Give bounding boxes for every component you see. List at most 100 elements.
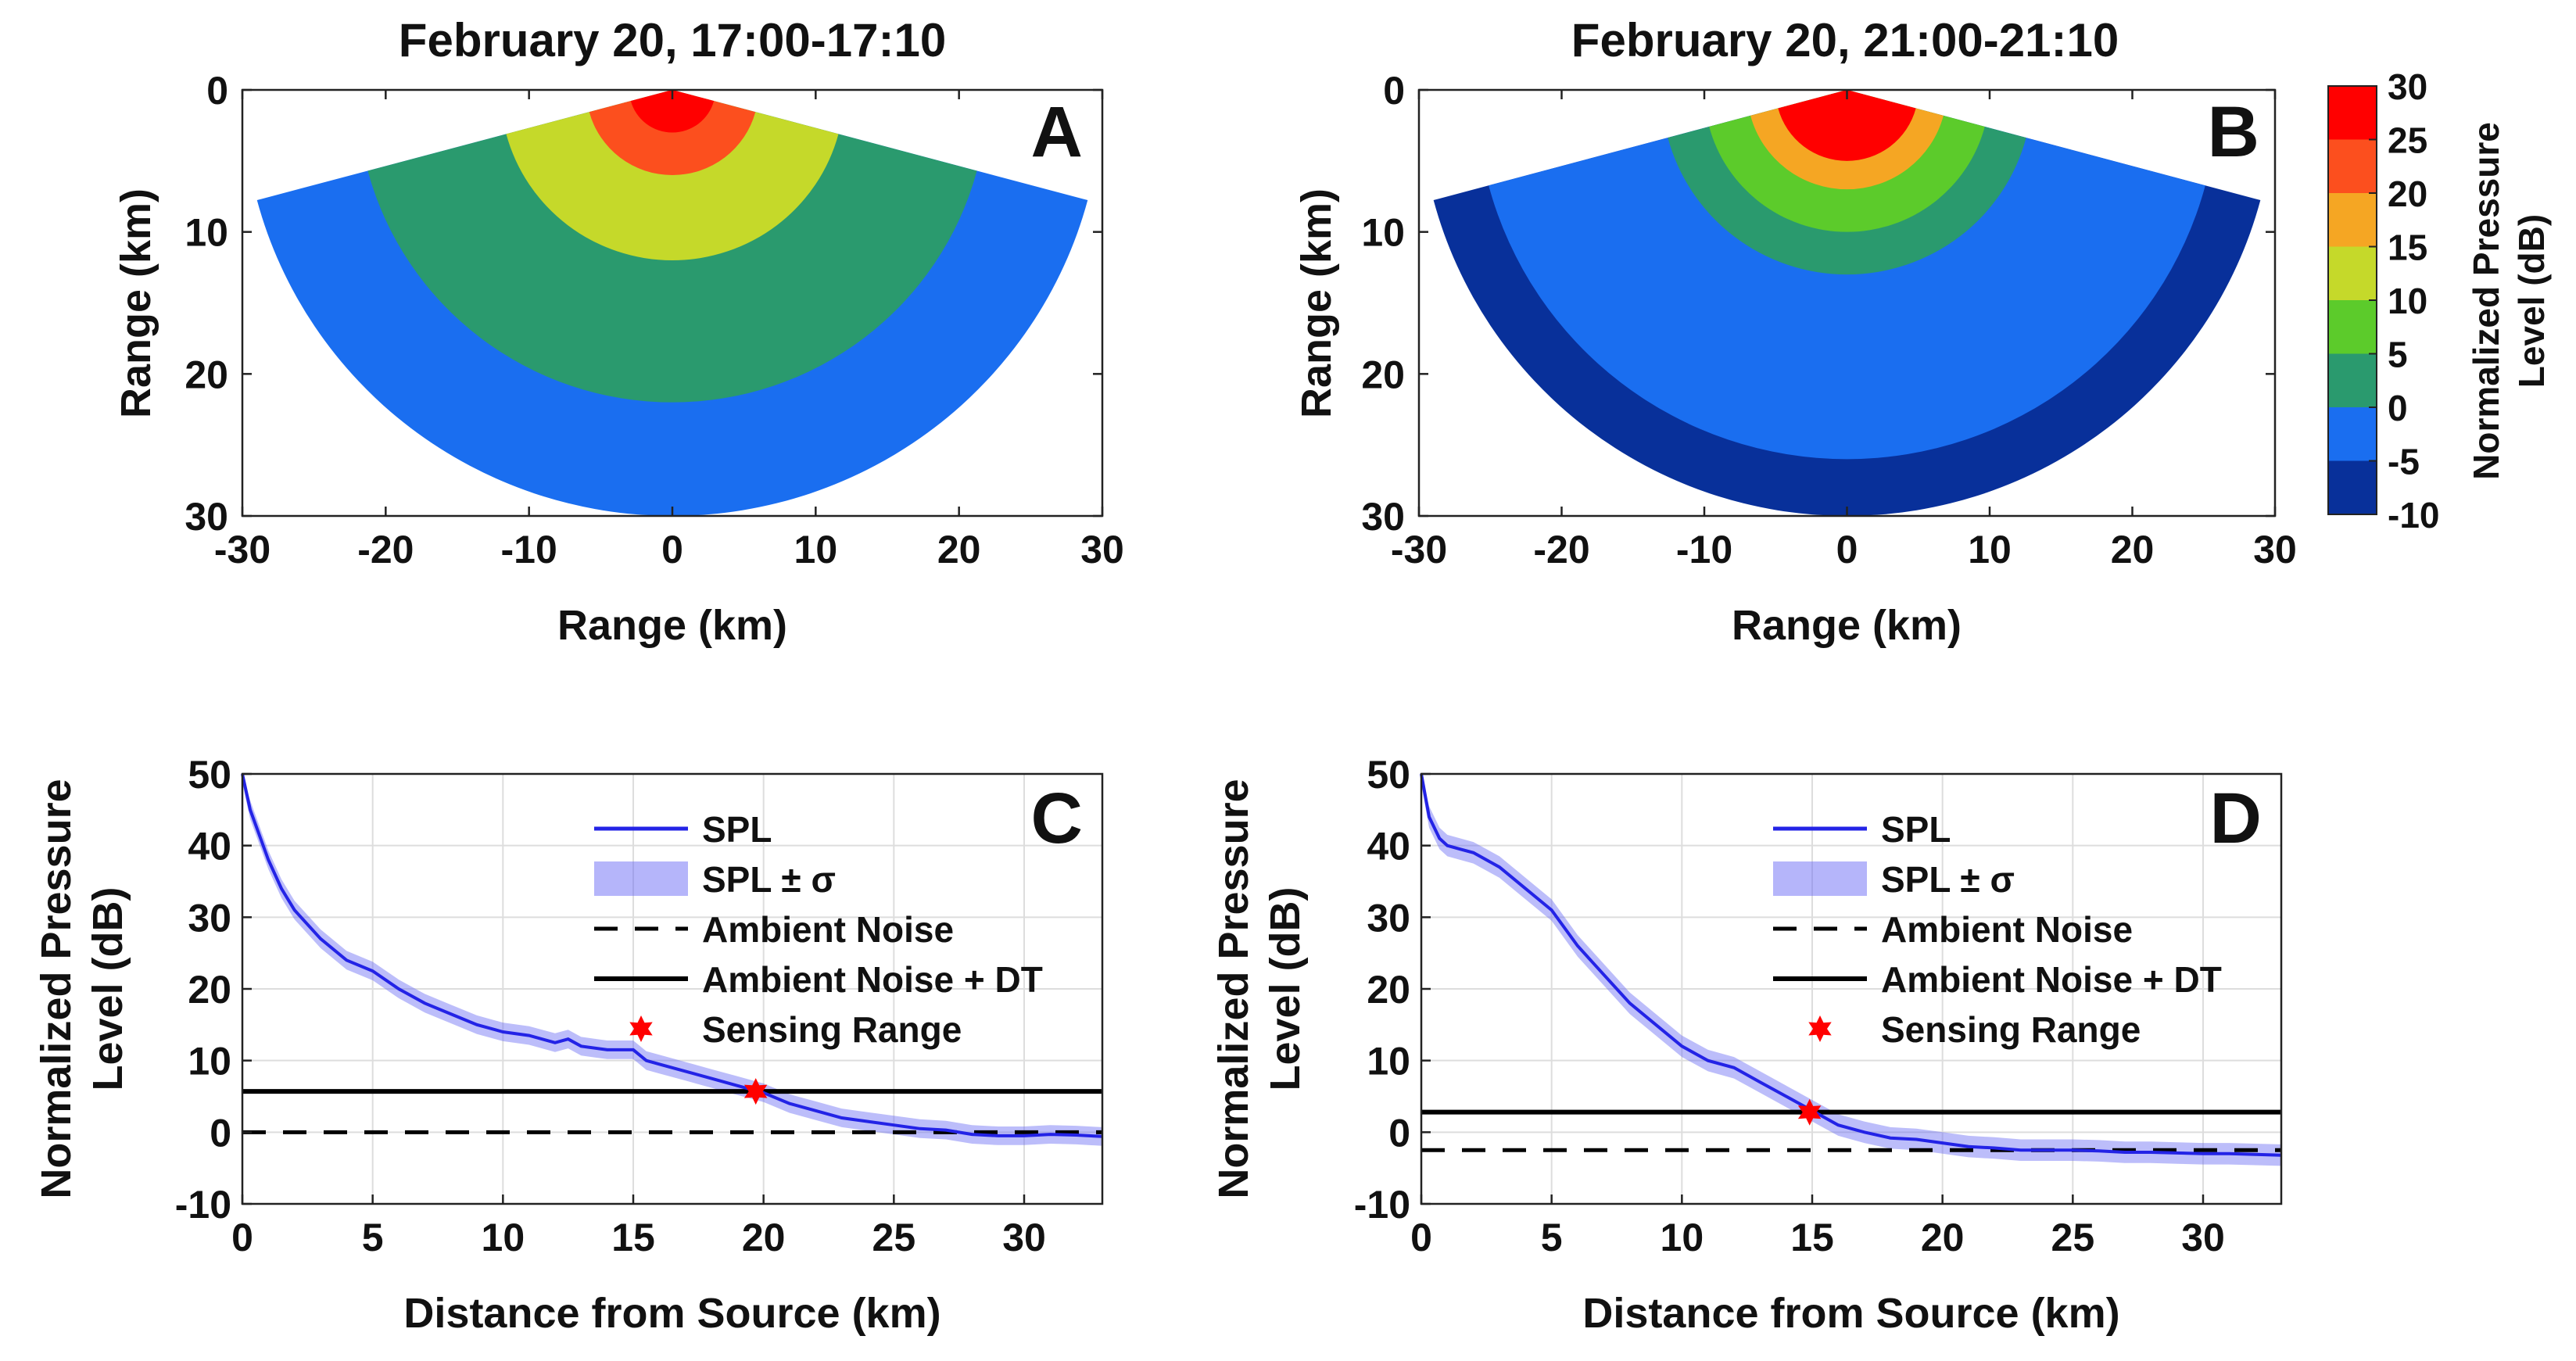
- panel-d-ylabel-line2: Level (dB): [1262, 886, 1309, 1091]
- x-tick-label: 20: [1921, 1216, 1965, 1259]
- panel-c-ylabel-line1: Normalized Pressure: [33, 779, 80, 1198]
- colorbar-tick-label: -5: [2388, 442, 2420, 482]
- y-tick-label: 0: [1388, 1111, 1410, 1155]
- x-tick-label: 5: [362, 1216, 384, 1259]
- x-tick-label: 30: [2253, 528, 2297, 571]
- panel-c-ylabel-line2: Level (dB): [84, 886, 131, 1091]
- heatmap-band: [630, 90, 715, 133]
- panel-d-ylabel-line1: Normalized Pressure: [1210, 779, 1257, 1198]
- x-tick-label: 10: [1661, 1216, 1704, 1259]
- legend-entry: Ambient Noise + DT: [1881, 959, 2222, 1000]
- panel-c-sensing-range-marker: [743, 1078, 768, 1105]
- heatmap-band: [589, 90, 756, 175]
- y-tick-label: -10: [175, 1183, 231, 1227]
- legend-entry: Sensing Range: [702, 1009, 962, 1050]
- colorbar-tick-label: 20: [2388, 174, 2427, 214]
- panel-a-title: February 20, 17:00-17:10: [399, 14, 946, 66]
- panel-c-spl-line: [241, 773, 1103, 1138]
- y-tick-label: 20: [1367, 968, 1410, 1012]
- x-tick-label: 25: [872, 1216, 916, 1259]
- x-tick-label: 20: [937, 528, 981, 571]
- colorbar-swatch: [2328, 300, 2377, 354]
- panel-a-ticks: -30 -20 -10 0 10 20 30 0 10 20 30: [185, 69, 1123, 571]
- panel-d-letter: D: [2210, 779, 2262, 858]
- panel-d-sensing-range-marker: [1797, 1098, 1822, 1126]
- y-tick-label: 10: [1361, 211, 1405, 255]
- y-tick-label: 0: [1383, 69, 1405, 113]
- panel-a-xlabel: Range (km): [557, 602, 787, 649]
- colorbar-ticks: 30 25 20 15 10 5 0 -5 -10: [2369, 66, 2439, 535]
- x-tick-label: 20: [2111, 528, 2155, 571]
- colorbar-tick-label: -10: [2388, 495, 2439, 535]
- colorbar-swatch: [2328, 407, 2377, 461]
- panel-c-letter: C: [1031, 779, 1083, 858]
- panel-a-heatmap: [256, 90, 1088, 517]
- x-tick-label: -20: [1533, 528, 1589, 571]
- legend-entry: SPL: [702, 809, 772, 850]
- colorbar-swatch: [2328, 460, 2377, 514]
- legend-entry: Ambient Noise: [702, 909, 954, 950]
- panel-b-heatmap: [1433, 90, 2261, 517]
- x-tick-label: 0: [1410, 1216, 1432, 1259]
- legend-swatch: [1773, 861, 1867, 896]
- x-tick-label: 5: [1541, 1216, 1563, 1259]
- y-tick-label: 50: [1367, 753, 1410, 797]
- colorbar-tick-label: 0: [2388, 388, 2408, 428]
- colorbar-swatch: [2328, 246, 2377, 300]
- panel-a: February 20, 17:00-17:10 -30 -20 -10 0 10 20 3…: [113, 14, 1124, 649]
- legend-entry: SPL: [1881, 809, 1951, 850]
- heatmap-band: [1778, 90, 1916, 161]
- x-tick-label: -20: [357, 528, 414, 571]
- y-tick-label: 0: [210, 1111, 231, 1155]
- y-tick-label: 30: [185, 495, 228, 539]
- colorbar-swatch: [2328, 353, 2377, 407]
- colorbar-label-line1: Normalized Pressure: [2466, 122, 2506, 480]
- colorbar-tick-label: 25: [2388, 120, 2427, 161]
- y-tick-label: 10: [185, 211, 228, 255]
- panel-c-legend: SPL SPL ± σ Ambient Noise Ambient Noise + D…: [594, 809, 1043, 1050]
- panel-b-letter: B: [2208, 92, 2259, 172]
- panel-a-letter: A: [1031, 92, 1083, 172]
- x-tick-label: 15: [1790, 1216, 1834, 1259]
- y-tick-label: 20: [1361, 353, 1405, 396]
- panel-b-ticks: -30 -20 -10 0 10 20 30 0 10 20 30: [1361, 69, 2296, 571]
- legend-entry: SPL ± σ: [1881, 859, 2015, 900]
- y-tick-label: 40: [188, 825, 231, 869]
- x-tick-label: -10: [501, 528, 557, 571]
- panel-b-title: February 20, 21:00-21:10: [1571, 14, 2119, 66]
- legend-entry: Ambient Noise: [1881, 909, 2133, 950]
- colorbar-swatch: [2328, 193, 2377, 247]
- x-tick-label: 20: [742, 1216, 786, 1259]
- x-tick-label: -30: [1391, 528, 1447, 571]
- y-tick-label: 40: [1367, 825, 1410, 869]
- legend-swatch: [594, 861, 688, 896]
- panel-d-sigma-band: [1421, 774, 2281, 1166]
- x-tick-label: 30: [2181, 1216, 2225, 1259]
- colorbar-swatch: [2328, 139, 2377, 193]
- y-tick-label: 30: [188, 896, 231, 940]
- colorbar-swatches: [2328, 86, 2377, 514]
- x-tick-label: 0: [1836, 528, 1858, 571]
- colorbar-tick-label: 5: [2388, 335, 2408, 375]
- legend-entry: Ambient Noise + DT: [702, 959, 1043, 1000]
- panel-b-ylabel: Range (km): [1293, 188, 1340, 418]
- panel-d-xlabel: Distance from Source (km): [1582, 1290, 2119, 1337]
- legend-swatch: [629, 1015, 653, 1042]
- colorbar-label-line2: Level (dB): [2511, 214, 2552, 388]
- x-tick-label: 0: [661, 528, 683, 571]
- panel-a-ylabel: Range (km): [113, 188, 159, 418]
- colorbar-tick-label: 10: [2388, 281, 2427, 321]
- y-tick-label: 30: [1361, 495, 1405, 539]
- x-tick-label: -10: [1676, 528, 1732, 571]
- y-tick-label: 10: [188, 1040, 231, 1083]
- colorbar: 30 25 20 15 10 5 0 -5 -10 Normalized Pressure Le…: [2327, 66, 2552, 535]
- y-tick-label: 10: [1367, 1040, 1410, 1083]
- y-tick-label: 30: [1367, 896, 1410, 940]
- x-tick-label: 0: [231, 1216, 253, 1259]
- panel-d-legend: SPL SPL ± σ Ambient Noise Ambient Noise + D…: [1773, 809, 2222, 1050]
- y-tick-label: -10: [1354, 1183, 1410, 1227]
